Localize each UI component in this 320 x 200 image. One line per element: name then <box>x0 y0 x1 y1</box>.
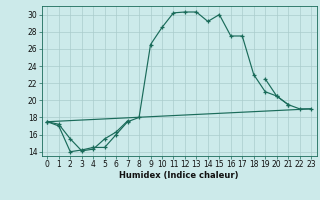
X-axis label: Humidex (Indice chaleur): Humidex (Indice chaleur) <box>119 171 239 180</box>
